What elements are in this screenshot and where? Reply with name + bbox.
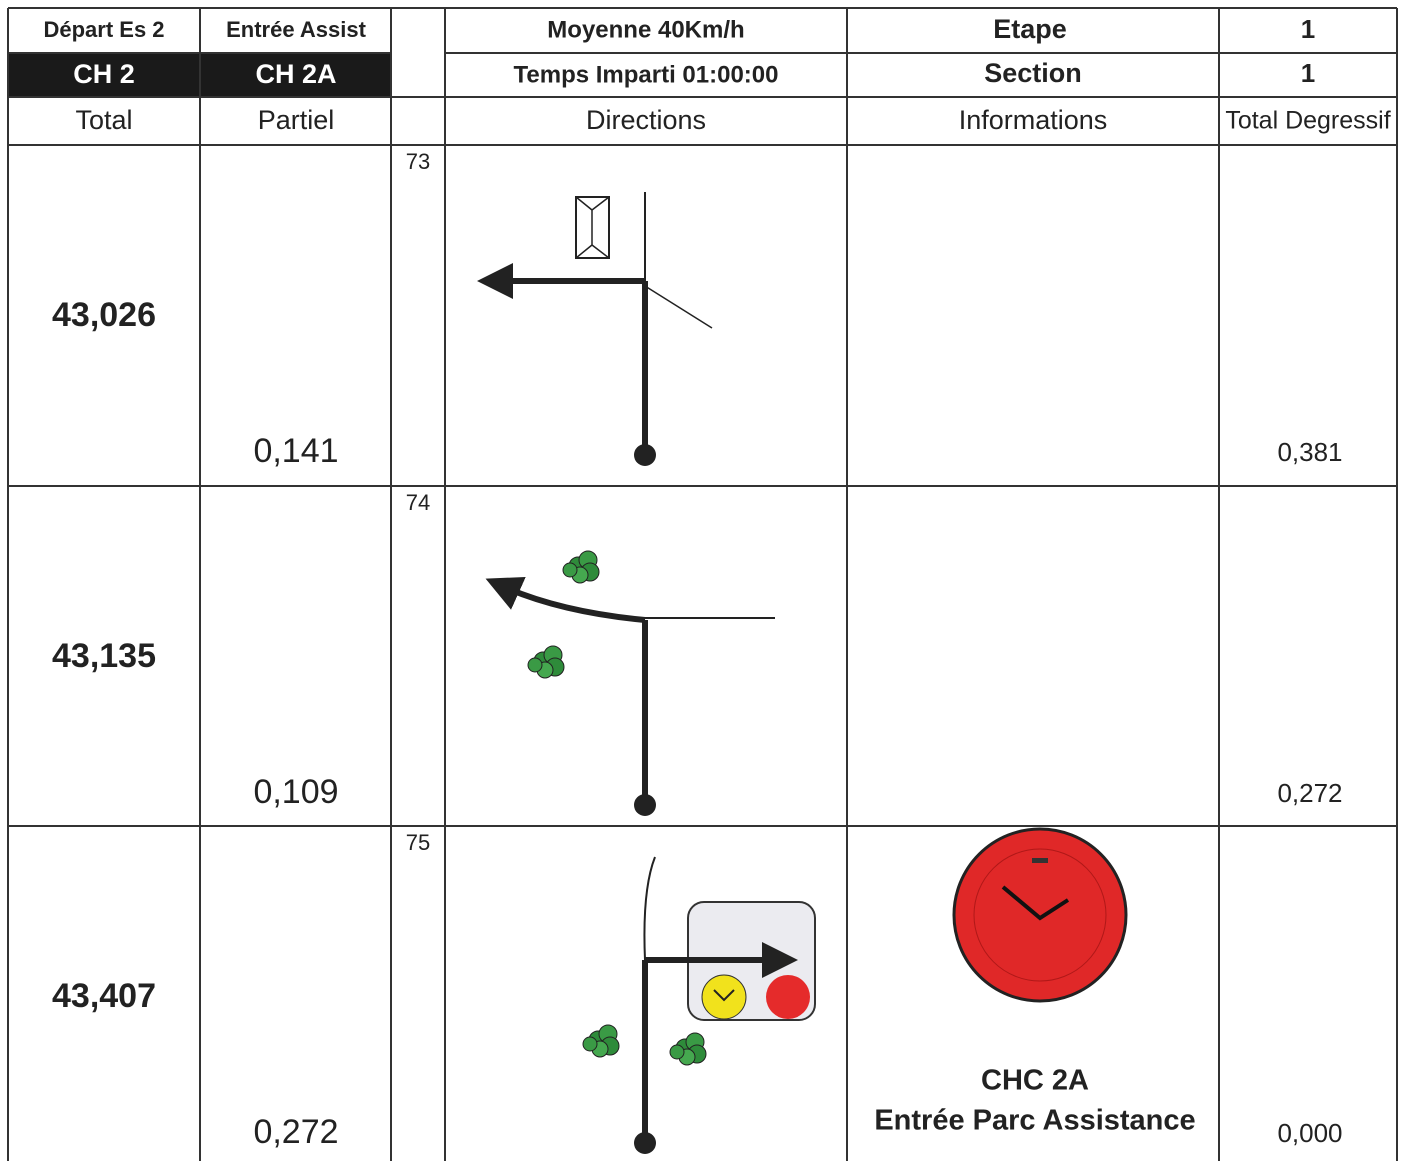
ch-end: CH 2A bbox=[255, 59, 336, 89]
col-header: Partiel bbox=[258, 105, 335, 135]
total: 43,407 bbox=[52, 977, 156, 1015]
partial: 0,272 bbox=[253, 1113, 338, 1151]
depart: Départ Es 2 bbox=[43, 17, 164, 42]
moyenne: Moyenne 40Km/h bbox=[547, 16, 744, 43]
total: 43,026 bbox=[52, 296, 156, 334]
total-degressif: 0,381 bbox=[1277, 437, 1342, 467]
info-text: CHC 2A bbox=[981, 1065, 1089, 1097]
row-number: 75 bbox=[406, 830, 430, 855]
direction-75 bbox=[582, 856, 816, 1154]
direction-74 bbox=[485, 550, 775, 816]
total-degressif: 0,000 bbox=[1277, 1118, 1342, 1148]
section: 1 bbox=[1301, 58, 1315, 88]
col-header: Informations bbox=[959, 105, 1108, 135]
direction-73 bbox=[477, 192, 713, 466]
partial: 0,109 bbox=[253, 773, 338, 811]
total: 43,135 bbox=[52, 637, 156, 675]
section-label: Section bbox=[984, 58, 1082, 88]
info-text: Entrée Parc Assistance bbox=[874, 1105, 1195, 1137]
col-header: Total Degressif bbox=[1225, 107, 1390, 135]
temps: Temps Imparti 01:00:00 bbox=[514, 61, 779, 88]
row-number: 74 bbox=[406, 490, 430, 515]
clock-icon bbox=[945, 827, 1135, 1003]
etape: 1 bbox=[1301, 14, 1315, 44]
ch-start: CH 2 bbox=[73, 59, 135, 89]
rows: 73 43,026 0,141 0,381 74 43,135 0,109 0,272 75 43… bbox=[52, 149, 1343, 1151]
row-number: 73 bbox=[406, 149, 430, 174]
col-header: Directions bbox=[586, 105, 706, 135]
entree: Entrée Assist bbox=[226, 17, 366, 42]
total-degressif: 0,272 bbox=[1277, 778, 1342, 808]
col-header: Total bbox=[75, 105, 132, 135]
partial: 0,141 bbox=[253, 432, 338, 470]
grid bbox=[7, 7, 1398, 1161]
etape-label: Etape bbox=[993, 14, 1067, 44]
